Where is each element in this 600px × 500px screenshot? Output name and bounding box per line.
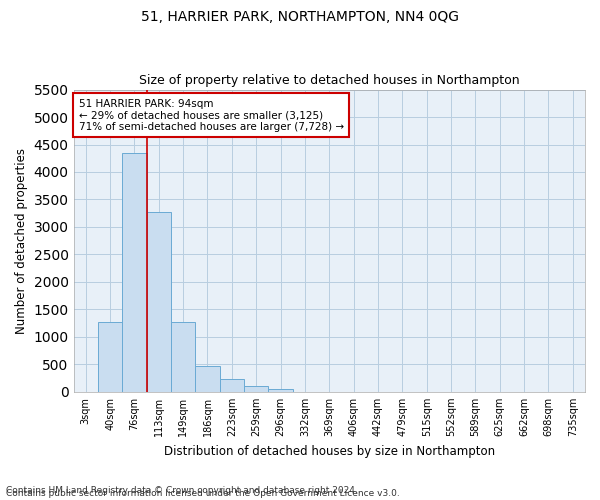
Text: Contains public sector information licensed under the Open Government Licence v3: Contains public sector information licen… [6,488,400,498]
Title: Size of property relative to detached houses in Northampton: Size of property relative to detached ho… [139,74,520,87]
Text: Contains HM Land Registry data © Crown copyright and database right 2024.: Contains HM Land Registry data © Crown c… [6,486,358,495]
Bar [171,322,196,392]
Bar [146,212,171,392]
Bar [122,153,146,392]
Bar [220,380,244,392]
Bar [268,388,293,392]
Text: 51 HARRIER PARK: 94sqm
← 29% of detached houses are smaller (3,125)
71% of semi-: 51 HARRIER PARK: 94sqm ← 29% of detached… [79,98,344,132]
Bar [196,366,220,392]
Bar [244,386,268,392]
Y-axis label: Number of detached properties: Number of detached properties [15,148,28,334]
Text: 51, HARRIER PARK, NORTHAMPTON, NN4 0QG: 51, HARRIER PARK, NORTHAMPTON, NN4 0QG [141,10,459,24]
X-axis label: Distribution of detached houses by size in Northampton: Distribution of detached houses by size … [164,444,495,458]
Bar [98,322,122,392]
